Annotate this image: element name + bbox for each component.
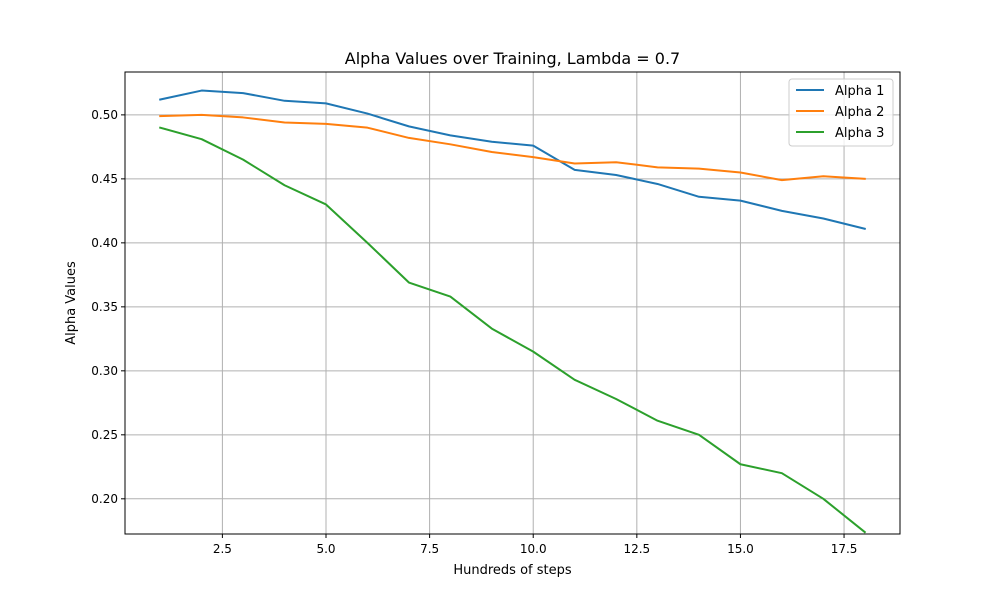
x-tick-label: 5.0 (316, 542, 335, 556)
legend-label-alpha-1: Alpha 1 (835, 84, 884, 99)
series-line-alpha-1 (159, 89, 866, 230)
y-tick-label: 0.35 (91, 300, 118, 314)
series-lines (158, 89, 867, 534)
legend-box (788, 78, 894, 147)
plot-area-frame (124, 71, 901, 535)
y-tick-label: 0.25 (91, 428, 118, 442)
x-axis-ticks: 2.5 5.0 7.5 10.0 12.5 15.0 17.5 (213, 534, 858, 556)
y-tick-label: 0.30 (91, 364, 118, 378)
chart-title: Alpha Values over Training, Lambda = 0.7 (345, 49, 680, 68)
y-axis-ticks: 0.20 0.25 0.30 0.35 0.40 0.45 0.50 (91, 108, 125, 506)
series-line-alpha-3 (158, 126, 867, 534)
x-axis-label: Hundreds of steps (453, 563, 572, 578)
y-tick-label: 0.20 (91, 492, 118, 506)
y-tick-label: 0.50 (91, 108, 118, 122)
x-tick-label: 7.5 (420, 542, 439, 556)
y-tick-label: 0.45 (91, 172, 118, 186)
y-axis-label: Alpha Values (64, 261, 79, 345)
legend: Alpha 1 Alpha 2 Alpha 3 (788, 78, 894, 147)
x-tick-label: 2.5 (213, 542, 232, 556)
y-tick-label: 0.40 (91, 236, 118, 250)
legend-label-alpha-2: Alpha 2 (835, 105, 884, 120)
x-tick-label: 12.5 (623, 542, 650, 556)
legend-label-alpha-3: Alpha 3 (835, 126, 884, 141)
x-tick-label: 10.0 (520, 542, 547, 556)
x-tick-label: 15.0 (727, 542, 754, 556)
x-tick-label: 17.5 (831, 542, 858, 556)
series-line-alpha-2 (159, 113, 866, 182)
grid (125, 72, 900, 534)
